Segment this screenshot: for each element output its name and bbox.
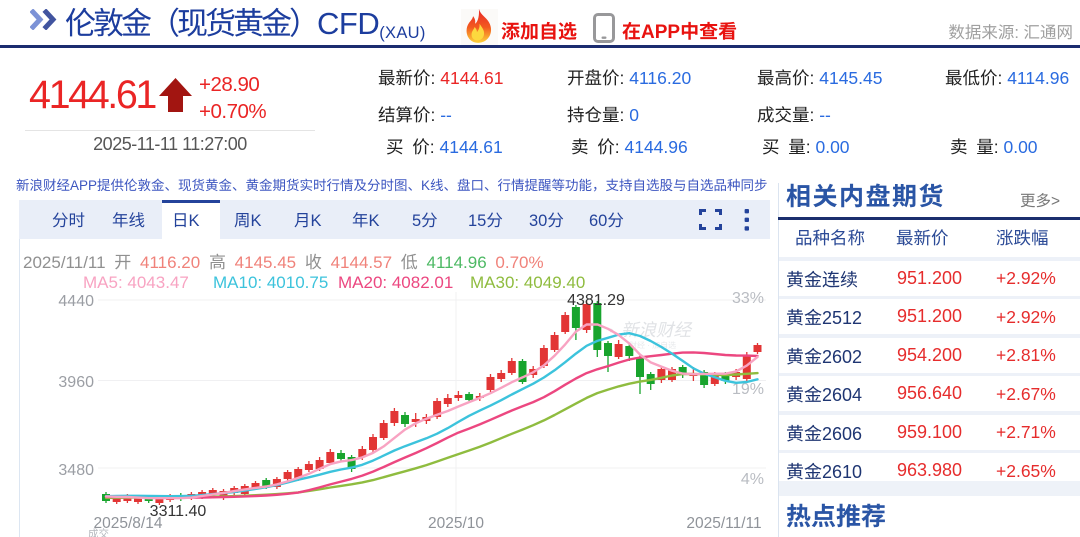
svg-text:3480: 3480 [58,462,94,479]
svg-text:4%: 4% [741,471,764,488]
svg-text:3311.40: 3311.40 [150,503,207,520]
svg-text:◔: ◔ [605,322,615,341]
svg-text:2025/8/14: 2025/8/14 [94,515,163,532]
svg-text:4440: 4440 [58,293,94,310]
svg-text:财经 · 加自选: 财经 · 加自选 [629,341,676,350]
svg-text:19%: 19% [732,381,764,398]
svg-text:新浪财经: 新浪财经 [621,320,692,340]
svg-text:成交: 成交 [88,527,109,537]
svg-text:2025/11/11: 2025/11/11 [686,515,761,532]
svg-text:2025/10: 2025/10 [428,515,484,532]
svg-text:4381.29: 4381.29 [567,292,625,309]
svg-text:3960: 3960 [58,374,94,391]
svg-text:33%: 33% [732,290,764,307]
